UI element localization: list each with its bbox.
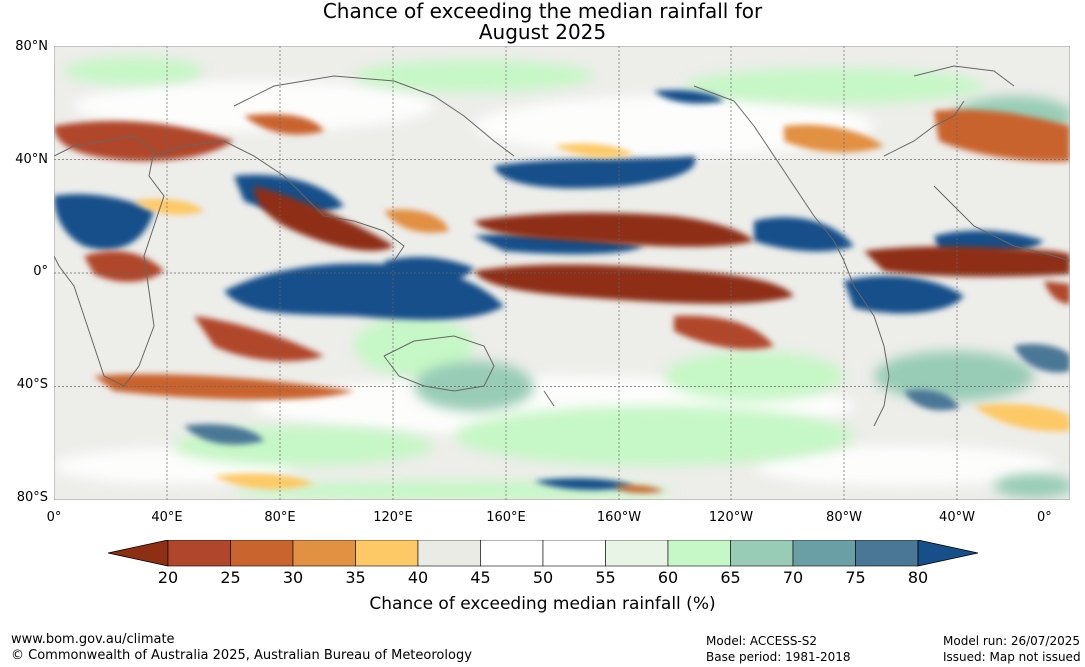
colorbar-tick-label: 50 bbox=[532, 568, 554, 587]
map-title-line1: Chance of exceeding the median rainfall … bbox=[322, 0, 763, 23]
lat-label-40s: 40°S bbox=[16, 377, 48, 392]
colorbar-segment bbox=[542, 540, 606, 567]
colorbar-tick-label: 55 bbox=[595, 568, 616, 587]
colorbar-segment bbox=[417, 540, 481, 567]
lon-label-40e: 40°E bbox=[151, 510, 183, 525]
footer-copyright: © Commonwealth of Australia 2025, Austra… bbox=[11, 648, 472, 663]
lat-label-80s: 80°S bbox=[16, 490, 48, 505]
lon-label-160e: 160°E bbox=[486, 510, 526, 525]
map-title-line2: August 2025 bbox=[478, 20, 607, 44]
footer-url: www.bom.gov.au/climate bbox=[11, 632, 175, 647]
colorbar-segment bbox=[792, 540, 856, 567]
colorbar-arrow-high bbox=[917, 540, 978, 567]
colorbar-segment bbox=[292, 540, 356, 567]
lon-label-80w: 80°W bbox=[826, 510, 862, 525]
colorbar-tick-label: 30 bbox=[282, 568, 304, 587]
lon-label-120e: 120°E bbox=[373, 510, 413, 525]
colorbar-tick-label: 75 bbox=[845, 568, 866, 587]
colorbar-tick-label: 20 bbox=[157, 568, 179, 587]
colorbar-tick-label: 25 bbox=[220, 568, 241, 587]
footer-issued: Issued: Map not issued bbox=[943, 650, 1081, 664]
colorbar-tick-label: 70 bbox=[782, 568, 804, 587]
colorbar-arrow-low bbox=[108, 540, 169, 567]
lon-label-120w: 120°W bbox=[708, 510, 754, 525]
lon-label-0-right: 0° bbox=[1037, 510, 1052, 525]
colorbar-segment bbox=[605, 540, 669, 567]
rainfall-probability-map bbox=[54, 46, 1070, 500]
colorbar-segment bbox=[167, 540, 231, 567]
colorbar-tick-label: 65 bbox=[720, 568, 741, 587]
colorbar-segment bbox=[667, 540, 731, 567]
colorbar-tick-label: 60 bbox=[657, 568, 679, 587]
footer-model: Model: ACCESS-S2 bbox=[706, 634, 818, 648]
dry-patches bbox=[54, 109, 1070, 493]
graticule bbox=[54, 46, 1070, 500]
colorbar-tick-label: 80 bbox=[907, 568, 929, 587]
colorbar-legend bbox=[108, 540, 978, 567]
colorbar-segment bbox=[855, 540, 919, 567]
lat-label-40n: 40°N bbox=[15, 152, 48, 167]
lat-label-80n: 80°N bbox=[15, 39, 48, 54]
colorbar-label: Chance of exceeding median rainfall (%) bbox=[369, 594, 716, 614]
colorbar-segment bbox=[230, 540, 294, 567]
footer-model-run: Model run: 26/07/2025 bbox=[943, 634, 1081, 648]
lon-label-80e: 80°E bbox=[264, 510, 296, 525]
lon-label-0-left: 0° bbox=[46, 510, 62, 525]
lat-label-0: 0° bbox=[33, 264, 48, 279]
colorbar-segment bbox=[480, 540, 544, 567]
lon-label-160w: 160°W bbox=[596, 510, 642, 525]
colorbar-tick-label: 45 bbox=[470, 568, 491, 587]
colorbar-tick-label: 40 bbox=[407, 568, 429, 587]
coastlines bbox=[54, 65, 1070, 427]
footer-base-period: Base period: 1981-2018 bbox=[706, 650, 851, 664]
colorbar-tick-label: 35 bbox=[345, 568, 366, 587]
colorbar-segment bbox=[730, 540, 794, 567]
wet-patches-light bbox=[64, 57, 1070, 500]
lon-label-40w: 40°W bbox=[939, 510, 975, 525]
colorbar-segment bbox=[355, 540, 419, 567]
